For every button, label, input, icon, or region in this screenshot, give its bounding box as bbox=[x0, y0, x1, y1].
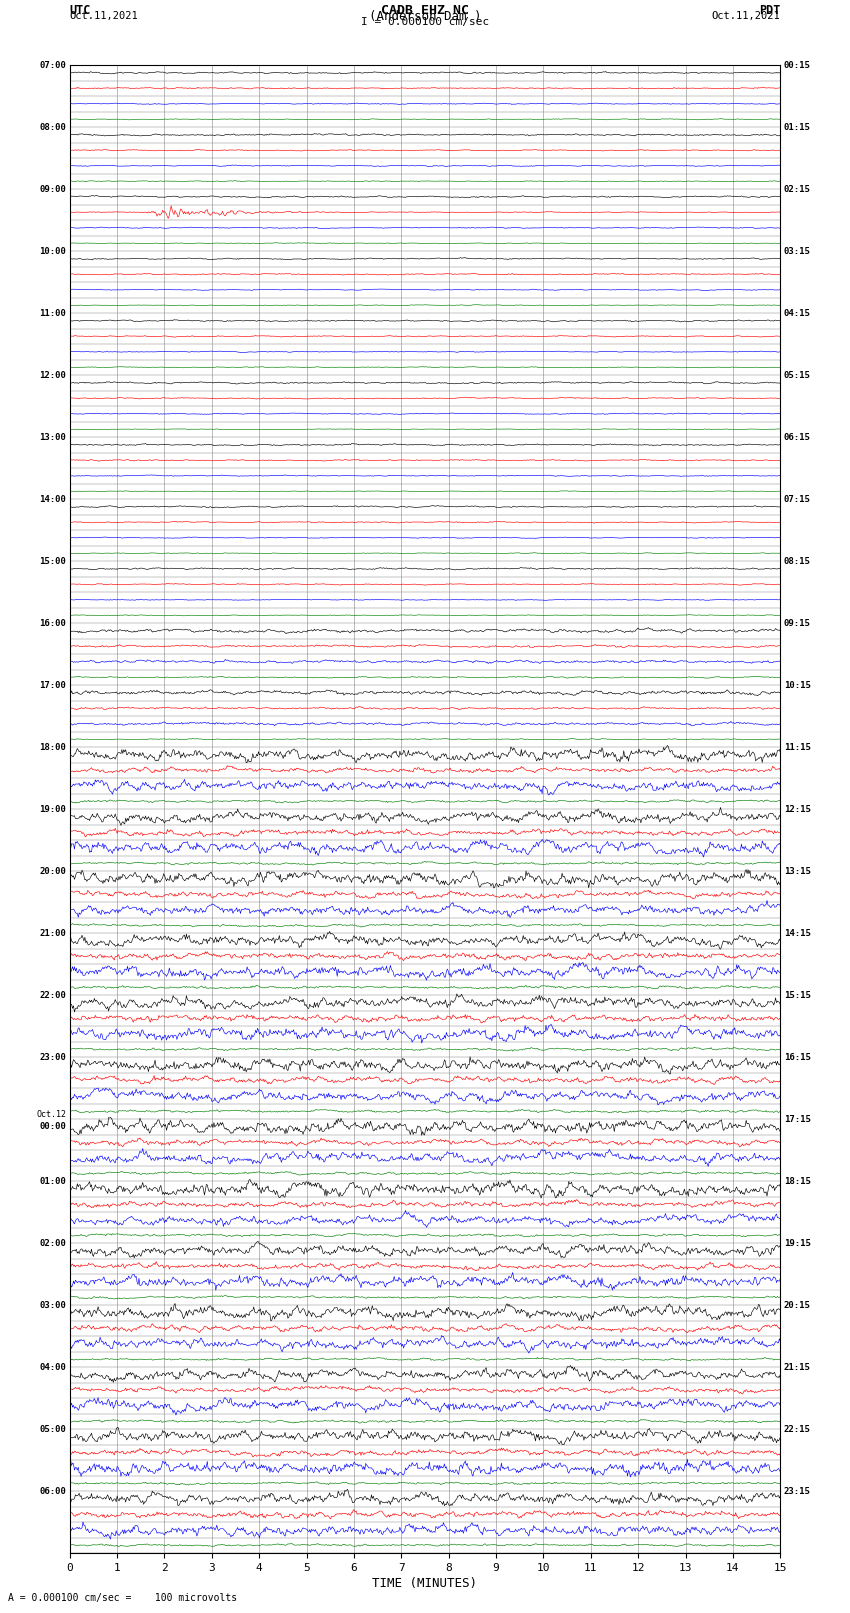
Text: 22:00: 22:00 bbox=[39, 990, 66, 1000]
Text: 18:15: 18:15 bbox=[784, 1176, 811, 1186]
Text: 05:00: 05:00 bbox=[39, 1424, 66, 1434]
Text: 16:00: 16:00 bbox=[39, 618, 66, 627]
Text: 01:00: 01:00 bbox=[39, 1176, 66, 1186]
Text: 04:00: 04:00 bbox=[39, 1363, 66, 1371]
Text: 21:00: 21:00 bbox=[39, 929, 66, 937]
Text: 22:15: 22:15 bbox=[784, 1424, 811, 1434]
Text: 23:00: 23:00 bbox=[39, 1053, 66, 1061]
Text: 15:00: 15:00 bbox=[39, 556, 66, 566]
Text: 09:15: 09:15 bbox=[784, 618, 811, 627]
Text: Oct.12: Oct.12 bbox=[37, 1110, 66, 1119]
Text: Oct.11,2021: Oct.11,2021 bbox=[70, 11, 139, 21]
Text: 02:15: 02:15 bbox=[784, 184, 811, 194]
Text: 16:15: 16:15 bbox=[784, 1053, 811, 1061]
Text: 00:00: 00:00 bbox=[39, 1123, 66, 1131]
Text: A = 0.000100 cm/sec =    100 microvolts: A = 0.000100 cm/sec = 100 microvolts bbox=[8, 1594, 238, 1603]
Text: 14:00: 14:00 bbox=[39, 495, 66, 503]
Text: 11:00: 11:00 bbox=[39, 308, 66, 318]
Text: 20:00: 20:00 bbox=[39, 866, 66, 876]
Text: 21:15: 21:15 bbox=[784, 1363, 811, 1371]
Text: 07:00: 07:00 bbox=[39, 61, 66, 69]
Text: 20:15: 20:15 bbox=[784, 1300, 811, 1310]
X-axis label: TIME (MINUTES): TIME (MINUTES) bbox=[372, 1578, 478, 1590]
Text: 10:15: 10:15 bbox=[784, 681, 811, 689]
Text: 15:15: 15:15 bbox=[784, 990, 811, 1000]
Text: 23:15: 23:15 bbox=[784, 1487, 811, 1495]
Text: CADB EHZ NC: CADB EHZ NC bbox=[381, 5, 469, 18]
Text: 08:15: 08:15 bbox=[784, 556, 811, 566]
Text: 13:15: 13:15 bbox=[784, 866, 811, 876]
Text: 01:15: 01:15 bbox=[784, 123, 811, 132]
Text: 05:15: 05:15 bbox=[784, 371, 811, 379]
Text: 14:15: 14:15 bbox=[784, 929, 811, 937]
Text: 19:00: 19:00 bbox=[39, 805, 66, 813]
Text: 12:15: 12:15 bbox=[784, 805, 811, 813]
Text: I = 0.000100 cm/sec: I = 0.000100 cm/sec bbox=[361, 18, 489, 27]
Text: PDT: PDT bbox=[759, 5, 780, 18]
Text: 12:00: 12:00 bbox=[39, 371, 66, 379]
Text: 09:00: 09:00 bbox=[39, 184, 66, 194]
Text: 18:00: 18:00 bbox=[39, 742, 66, 752]
Text: 07:15: 07:15 bbox=[784, 495, 811, 503]
Text: 06:15: 06:15 bbox=[784, 432, 811, 442]
Text: 03:00: 03:00 bbox=[39, 1300, 66, 1310]
Text: 08:00: 08:00 bbox=[39, 123, 66, 132]
Text: 11:15: 11:15 bbox=[784, 742, 811, 752]
Text: UTC: UTC bbox=[70, 5, 91, 18]
Text: 17:15: 17:15 bbox=[784, 1115, 811, 1124]
Text: 02:00: 02:00 bbox=[39, 1239, 66, 1247]
Text: Oct.11,2021: Oct.11,2021 bbox=[711, 11, 780, 21]
Text: (Anderson Dam ): (Anderson Dam ) bbox=[369, 11, 481, 24]
Text: 04:15: 04:15 bbox=[784, 308, 811, 318]
Text: 06:00: 06:00 bbox=[39, 1487, 66, 1495]
Text: 13:00: 13:00 bbox=[39, 432, 66, 442]
Text: 19:15: 19:15 bbox=[784, 1239, 811, 1247]
Text: 17:00: 17:00 bbox=[39, 681, 66, 689]
Text: 03:15: 03:15 bbox=[784, 247, 811, 255]
Text: 10:00: 10:00 bbox=[39, 247, 66, 255]
Text: 00:15: 00:15 bbox=[784, 61, 811, 69]
